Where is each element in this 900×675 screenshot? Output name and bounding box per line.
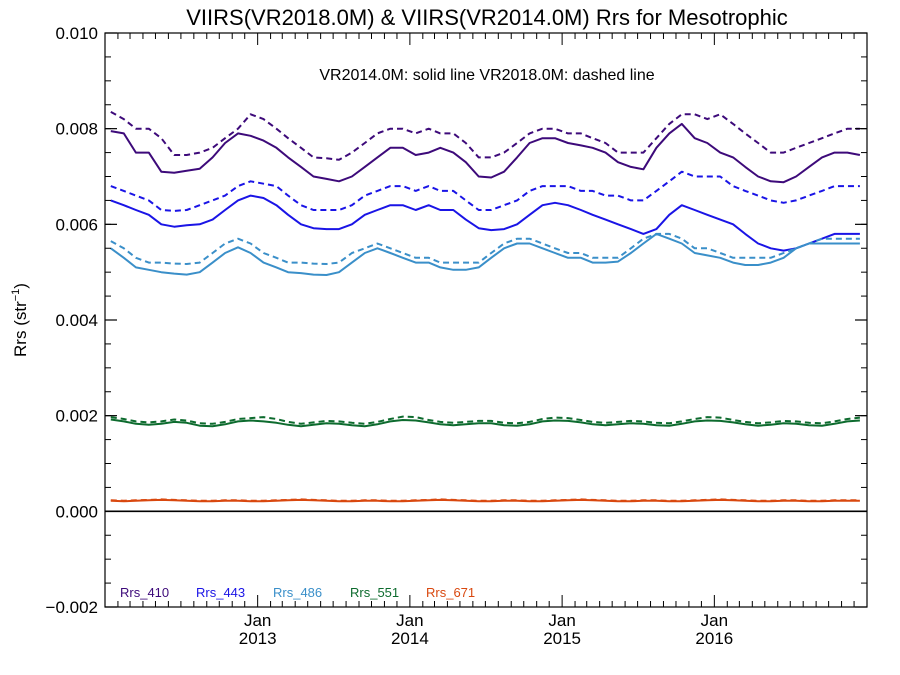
x-tick-label-month: Jan bbox=[244, 611, 271, 630]
y-axis-label: Rrs (str−1) bbox=[10, 283, 30, 357]
x-tick-label-year: 2014 bbox=[391, 629, 429, 648]
x-tick-label-month: Jan bbox=[548, 611, 575, 630]
y-axis-label-exponent: −1 bbox=[10, 289, 22, 302]
legend-entry-Rrs_671: Rrs_671 bbox=[426, 585, 475, 600]
y-tick-label: 0.006 bbox=[55, 215, 98, 234]
series-line-Rrs_443-solid bbox=[110, 194, 860, 252]
series-line-Rrs_443-dashed bbox=[110, 170, 860, 212]
series-line-Rrs_410-solid bbox=[110, 122, 861, 184]
plot-frame bbox=[104, 32, 868, 608]
y-tick-label: 0.008 bbox=[55, 120, 98, 139]
y-tick-label: 0.000 bbox=[55, 502, 98, 521]
x-tick-label-month: Jan bbox=[701, 611, 728, 630]
legend-entry-Rrs_551: Rrs_551 bbox=[350, 585, 399, 600]
legend: Rrs_410 Rrs_443 Rrs_486 Rrs_551 Rrs_671 bbox=[120, 585, 475, 600]
series-line-Rrs_486-solid bbox=[110, 232, 860, 276]
x-tick-label-year: 2015 bbox=[543, 629, 581, 648]
x-tick-label-month: Jan bbox=[396, 611, 423, 630]
x-tick-label-year: 2013 bbox=[239, 629, 277, 648]
axes: −0.0020.0000.0020.0040.0060.0080.010Jan2… bbox=[46, 24, 868, 648]
series-line-Rrs_486-dashed bbox=[110, 232, 860, 265]
x-tick-label-year: 2016 bbox=[695, 629, 733, 648]
legend-entry-Rrs_486: Rrs_486 bbox=[273, 585, 322, 600]
series-line-Rrs_410-dashed bbox=[110, 111, 860, 161]
y-axis-label-text: Rrs (str bbox=[11, 301, 30, 357]
legend-entry-Rrs_443: Rrs_443 bbox=[196, 585, 245, 600]
y-tick-label: 0.010 bbox=[55, 24, 98, 43]
y-tick-label: 0.004 bbox=[55, 311, 98, 330]
series-line-Rrs_671-solid bbox=[110, 498, 860, 503]
y-tick-label: −0.002 bbox=[46, 598, 98, 617]
chart-title: VIIRS(VR2018.0M) & VIIRS(VR2014.0M) Rrs … bbox=[186, 5, 788, 30]
line-style-annotation: VR2014.0M: solid line VR2018.0M: dashed … bbox=[319, 67, 654, 84]
legend-entry-Rrs_410: Rrs_410 bbox=[120, 585, 169, 600]
series-line-Rrs_551-solid bbox=[110, 418, 860, 428]
y-axis-label-close: ) bbox=[11, 283, 30, 289]
series-lines bbox=[110, 111, 861, 503]
y-tick-label: 0.002 bbox=[55, 407, 98, 426]
